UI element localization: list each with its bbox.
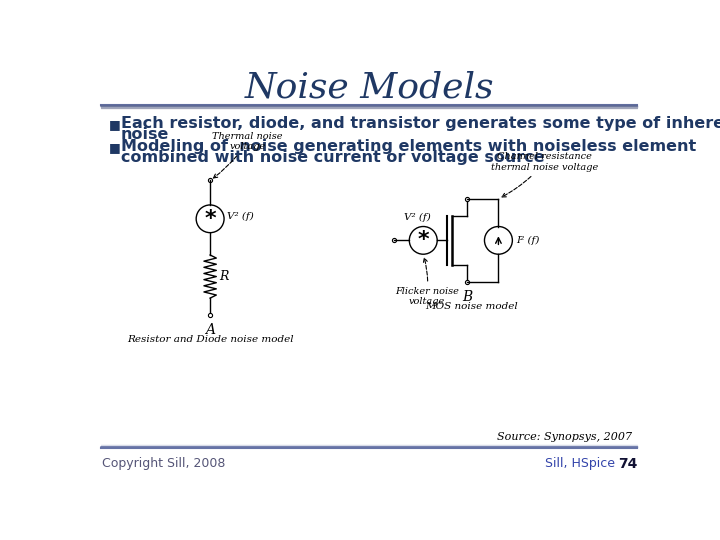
Text: I² (f): I² (f) (516, 236, 539, 245)
Text: noise: noise (121, 126, 169, 141)
Text: V² (f): V² (f) (228, 212, 254, 221)
Text: combined with noise current or voltage source: combined with noise current or voltage s… (121, 150, 544, 165)
Text: R: R (220, 270, 229, 283)
Text: A: A (205, 323, 215, 337)
Text: B: B (462, 289, 472, 303)
Text: 74: 74 (618, 457, 637, 471)
Text: ■: ■ (109, 118, 120, 131)
Text: Source: Synopsys, 2007: Source: Synopsys, 2007 (498, 431, 632, 442)
Text: MOS noise model: MOS noise model (425, 302, 518, 311)
Text: *: * (418, 231, 429, 251)
Text: Channel resistance
thermal noise voltage: Channel resistance thermal noise voltage (491, 152, 598, 197)
Text: Sill, HSpice: Sill, HSpice (545, 457, 624, 470)
Text: Flicker noise
voltage: Flicker noise voltage (395, 258, 459, 306)
Text: *: * (204, 209, 216, 229)
Text: V² (f): V² (f) (404, 213, 431, 222)
Text: Each resistor, diode, and transistor generates some type of inherent: Each resistor, diode, and transistor gen… (121, 116, 720, 131)
Text: Resistor and Diode noise model: Resistor and Diode noise model (127, 335, 294, 344)
Text: ■: ■ (109, 141, 120, 154)
Text: Modeling of  noise generating elements with noiseless element: Modeling of noise generating elements wi… (121, 139, 696, 154)
Text: Thermal noise
voltage: Thermal noise voltage (212, 132, 282, 178)
Text: Copyright Sill, 2008: Copyright Sill, 2008 (102, 457, 226, 470)
Text: Noise Models: Noise Models (244, 71, 494, 105)
